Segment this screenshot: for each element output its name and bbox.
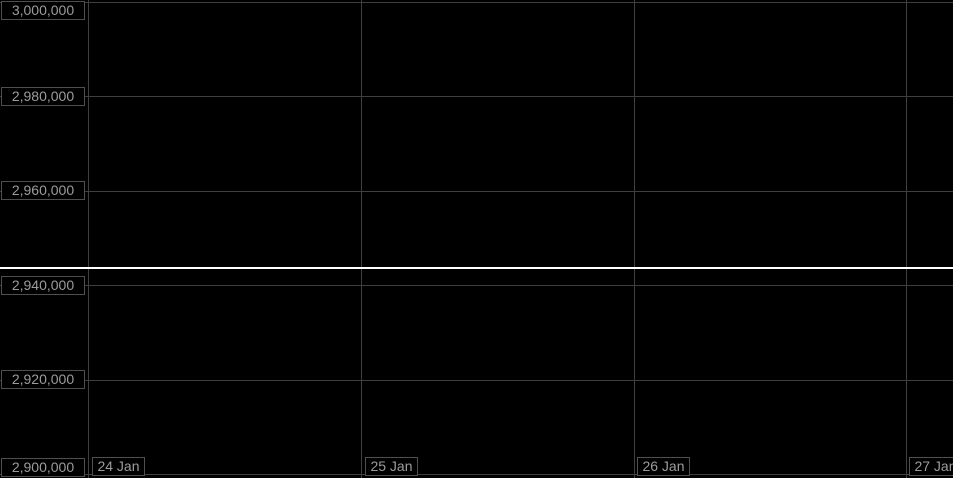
x-axis-label: 27 Jan — [909, 457, 953, 476]
y-gridline — [0, 191, 953, 192]
x-gridline — [88, 0, 89, 478]
x-axis-label: 26 Jan — [637, 457, 690, 476]
y-gridline — [0, 2, 953, 3]
y-gridline — [0, 380, 953, 381]
x-gridline — [906, 0, 907, 478]
x-gridline — [361, 0, 362, 478]
y-axis-label: 2,900,000 — [1, 458, 85, 477]
series-line[interactable] — [0, 267, 953, 269]
y-axis-label: 2,920,000 — [1, 370, 85, 389]
y-axis-label: 2,980,000 — [1, 87, 85, 106]
y-gridline — [0, 474, 953, 475]
y-gridline — [0, 96, 953, 97]
x-gridline — [634, 0, 635, 478]
y-gridline — [0, 285, 953, 286]
x-axis-label: 25 Jan — [365, 457, 418, 476]
y-axis-label: 2,940,000 — [1, 276, 85, 295]
x-axis-label: 24 Jan — [92, 457, 145, 476]
y-axis-label: 2,960,000 — [1, 181, 85, 200]
y-axis-label: 3,000,000 — [1, 1, 85, 20]
